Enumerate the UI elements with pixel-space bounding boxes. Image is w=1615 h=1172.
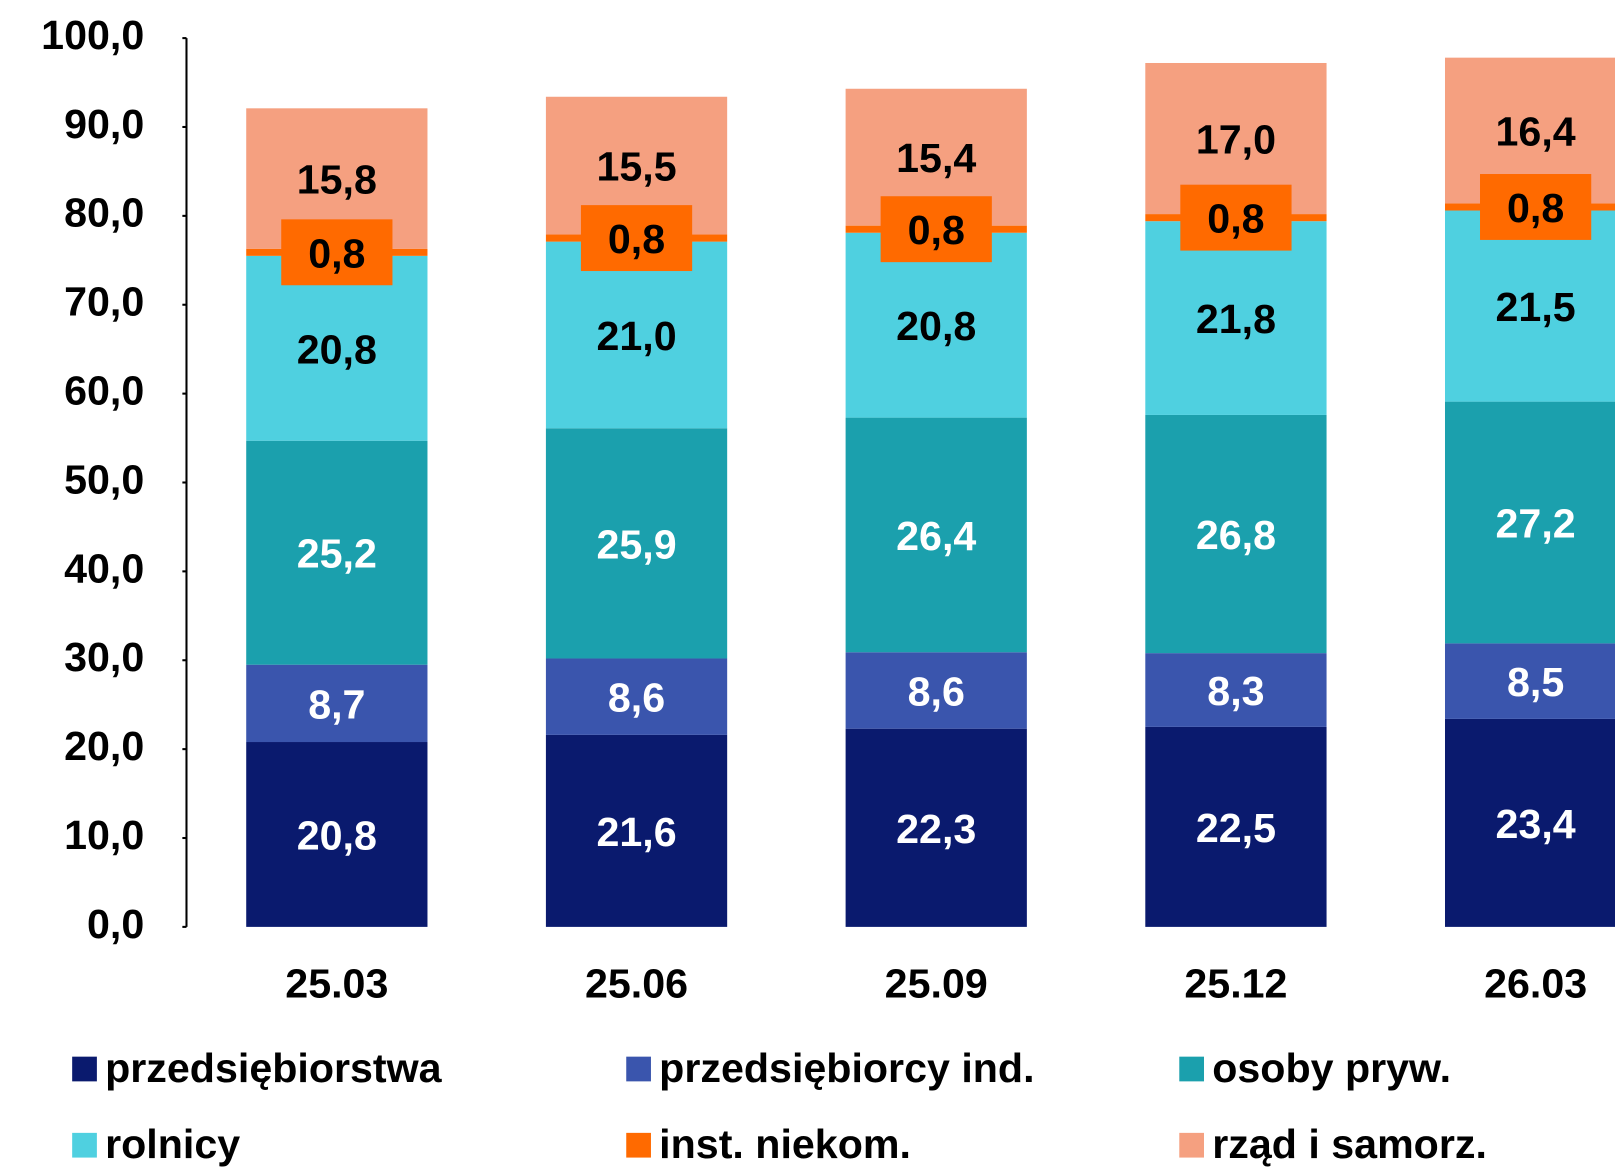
legend-label: przedsiębiorcy ind. [659,1045,1034,1091]
x-tick-label: 25.09 [885,960,988,1006]
bar-segment [1444,643,1615,719]
bar-segment [1145,726,1327,927]
value-label: 0,8 [608,216,665,262]
bar-segment [1145,414,1327,654]
label-box [580,205,693,272]
value-label: 0,8 [308,230,365,276]
value-label: 15,8 [297,157,377,203]
value-label: 26,4 [896,513,976,559]
y-tick-label: 50,0 [64,456,144,502]
legend-swatch [626,1056,651,1082]
bar-segment [545,428,728,659]
y-tick-label: 40,0 [64,545,144,591]
y-tick-label: 0,0 [87,901,144,947]
legend-label: osoby pryw. [1212,1045,1451,1091]
x-tick-label: 25.12 [1184,960,1287,1006]
value-label: 20,8 [297,326,377,372]
value-label: 8,7 [308,681,365,727]
value-label: 27,2 [1496,500,1576,546]
value-label: 8,6 [908,668,965,714]
value-label: 25,9 [596,521,676,567]
value-label: 20,8 [297,812,377,858]
y-tick-label: 60,0 [64,367,144,413]
value-label: 8,3 [1207,668,1264,714]
y-tick-label: 20,0 [64,723,144,769]
bar-segment [246,255,428,441]
bar-segment [545,658,728,735]
value-label: 23,4 [1496,801,1576,847]
y-tick-label: 90,0 [64,101,144,147]
bar-segment [1444,210,1615,402]
x-tick-label: 25.03 [285,960,388,1006]
value-label: 22,5 [1196,805,1276,851]
y-tick-label: 30,0 [64,634,144,680]
bar-segment [246,664,428,743]
x-tick-label: 25.06 [585,960,688,1006]
value-label: 8,5 [1507,659,1564,705]
value-label: 20,8 [896,303,976,349]
value-label: 21,0 [596,313,676,359]
bar-segment [845,417,1027,653]
y-tick-label: 100,0 [41,12,144,58]
value-label: 15,5 [596,144,676,190]
bar-segment [246,440,428,665]
y-tick-label: 70,0 [64,279,144,325]
label-box [281,219,393,286]
value-label: 17,0 [1196,117,1276,163]
y-tick-label: 10,0 [64,812,144,858]
label-box [1180,184,1292,251]
bar-segment [1444,401,1615,644]
label-box [1480,174,1592,240]
value-label: 21,8 [1196,296,1276,342]
bar-segment [246,742,428,927]
value-label: 0,8 [1207,196,1264,242]
value-label: 25,2 [297,531,377,577]
y-tick-label: 80,0 [64,190,144,236]
bar-segment [845,728,1027,927]
bar-segment [1145,221,1327,415]
value-label: 26,8 [1196,512,1276,558]
bar-segment [1444,718,1615,927]
value-label: 21,6 [596,809,676,855]
legend-swatch [626,1132,651,1158]
bar-segment [1145,653,1327,727]
value-label: 21,5 [1496,284,1576,330]
value-label: 16,4 [1496,109,1576,155]
label-box [880,196,992,263]
legend-label: inst. niekom. [659,1121,911,1167]
value-label: 0,8 [908,207,965,253]
bar-segment [545,241,728,429]
value-label: 15,4 [896,135,976,181]
bar-segment [845,232,1027,418]
legend-label: przedsiębiorstwa [105,1045,443,1091]
legend-label: rolnicy [105,1121,240,1167]
bar-segment [845,652,1027,729]
value-label: 22,3 [896,806,976,852]
legend-swatch [1179,1056,1205,1082]
value-label: 8,6 [608,675,665,721]
value-label: 0,8 [1507,185,1564,231]
legend-swatch [72,1132,97,1158]
legend-label: rząd i samorz. [1212,1121,1487,1167]
legend-swatch [1179,1132,1205,1158]
bar-segment [545,734,728,927]
legend-swatch [72,1056,97,1082]
x-tick-label: 26.03 [1484,960,1587,1006]
